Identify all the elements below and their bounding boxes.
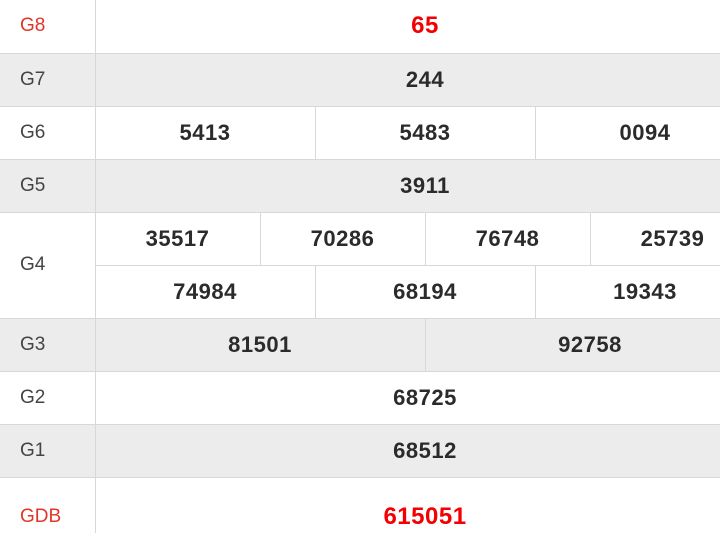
prize-row-g5: G5 3911 bbox=[0, 158, 720, 213]
prize-value-g4-7: 19343 bbox=[534, 264, 720, 319]
prize-value-g5: 3911 bbox=[94, 158, 720, 213]
prize-row-g3: G3 81501 92758 bbox=[0, 317, 720, 372]
prize-value-g6-2: 5483 bbox=[314, 105, 536, 160]
prize-label-g4: G4 bbox=[0, 211, 96, 319]
prize-row-g8: G8 65 bbox=[0, 0, 720, 54]
prize-value-g4-1: 35517 bbox=[94, 211, 261, 266]
prize-value-gdb: 615051 bbox=[94, 476, 720, 533]
prize-value-g4-2: 70286 bbox=[259, 211, 426, 266]
prize-value-g1: 68512 bbox=[94, 423, 720, 478]
prize-value-g4-6: 68194 bbox=[314, 264, 536, 319]
prize-label-g8: G8 bbox=[0, 0, 96, 54]
prize-value-g3-1: 81501 bbox=[94, 317, 426, 372]
prize-row-g4-line2: 74984 68194 19343 bbox=[0, 264, 720, 319]
prize-value-g4-4: 25739 bbox=[589, 211, 720, 266]
prize-row-g7: G7 244 bbox=[0, 52, 720, 107]
prize-row-g2: G2 68725 bbox=[0, 370, 720, 425]
prize-value-g4-3: 76748 bbox=[424, 211, 591, 266]
prize-row-g4-line1: G4 35517 70286 76748 25739 bbox=[0, 211, 720, 319]
prize-label-g5: G5 bbox=[0, 158, 96, 213]
prize-label-g1: G1 bbox=[0, 423, 96, 478]
prize-value-g6-3: 0094 bbox=[534, 105, 720, 160]
prize-label-g3: G3 bbox=[0, 317, 96, 372]
prize-row-gdb: GDB 615051 bbox=[0, 476, 720, 533]
prize-value-g2: 68725 bbox=[94, 370, 720, 425]
prize-value-g7: 244 bbox=[94, 52, 720, 107]
prize-value-g3-2: 92758 bbox=[424, 317, 720, 372]
prize-row-g1: G1 68512 bbox=[0, 423, 720, 478]
prize-label-g2: G2 bbox=[0, 370, 96, 425]
prize-label-g6: G6 bbox=[0, 105, 96, 160]
prize-value-g8: 65 bbox=[94, 0, 720, 54]
prize-value-g6-1: 5413 bbox=[94, 105, 316, 160]
prize-value-g4-5: 74984 bbox=[94, 264, 316, 319]
prize-label-g7: G7 bbox=[0, 52, 96, 107]
prize-label-gdb: GDB bbox=[0, 476, 96, 533]
prize-row-g6: G6 5413 5483 0094 bbox=[0, 105, 720, 160]
